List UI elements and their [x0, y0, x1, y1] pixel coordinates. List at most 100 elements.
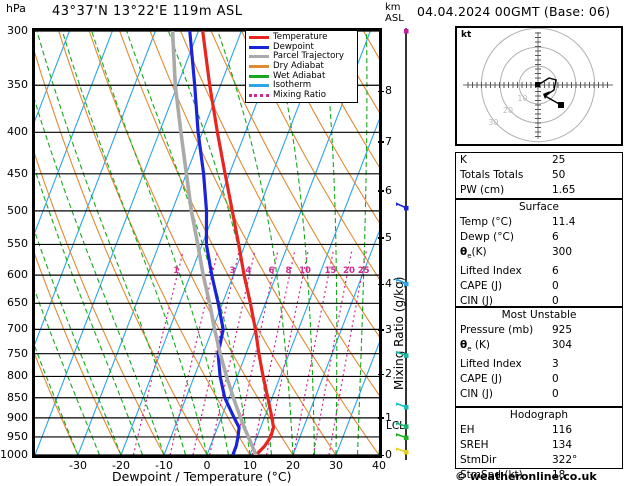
panel-heading: Most Unstable [501, 309, 577, 321]
index-value: 6 [552, 231, 559, 243]
hodograph-ring-label: 20 [503, 106, 513, 115]
index-row: StmSpd (kt) 18 [456, 468, 622, 483]
index-row: Lifted Index 6 [456, 264, 622, 279]
index-value: 300 [552, 246, 573, 258]
mixing-ratio-label: 1 [173, 266, 179, 276]
height-tick: 2 [385, 367, 392, 381]
index-value: 0 [552, 388, 559, 401]
legend-swatch [249, 74, 269, 78]
legend-item: Temperature [249, 33, 354, 43]
pressure-tick: 800 [7, 369, 28, 383]
index-key: PW (cm) [460, 184, 505, 196]
profile-curve-dewpoint [188, 31, 241, 455]
index-key: Temp (°C) [460, 216, 513, 228]
index-key: SREH [460, 439, 489, 451]
pressure-tick: 850 [7, 390, 28, 404]
index-row: CAPE (J) 0 [456, 372, 622, 387]
height-tick: 4 [385, 277, 392, 291]
index-key: StmSpd (kt) [460, 469, 523, 481]
legend-label: Isotherm [273, 80, 312, 91]
legend: Temperature Dewpoint Parcel Trajectory Dry … [245, 30, 358, 104]
temperature-tick: 40 [372, 459, 386, 472]
index-value: 322° [552, 454, 578, 466]
index-key: EH [460, 424, 475, 436]
pressure-tick: 500 [7, 203, 28, 217]
legend-item: Parcel Trajectory [249, 52, 354, 62]
hodograph-stats-panel: Hodograph EH 116 SREH 134 StmDir 322° StmSpd (k… [455, 407, 623, 481]
temperature-tick: 20 [286, 459, 300, 472]
index-key: K [460, 154, 467, 166]
index-value: 116 [552, 424, 573, 436]
legend-swatch [249, 65, 269, 69]
temperature-tick: -10 [155, 459, 173, 472]
index-value: 0 [552, 280, 559, 293]
legend-swatch [249, 84, 269, 88]
skewt-canvas: 1 2 3 4 6 8 10 15 20 25 [35, 31, 379, 455]
x-axis-title: Dewpoint / Temperature (°C) [112, 469, 292, 484]
credit-label: © weatheronline.co.uk [455, 470, 597, 483]
pressure-tick: 350 [7, 78, 28, 92]
temperature-tick: 10 [243, 459, 257, 472]
height-tick: 7 [385, 134, 392, 148]
index-key: θe (K) [460, 339, 490, 354]
index-key: CIN (J) [460, 388, 493, 401]
height-axis-unit: km ASL [385, 2, 404, 24]
index-value: 0 [552, 295, 559, 308]
height-tick-mark [378, 237, 384, 239]
index-value: 50 [552, 169, 566, 181]
wind-barb [396, 433, 409, 441]
height-tick-mark [378, 90, 384, 93]
index-row: Pressure (mb) 925 [456, 323, 622, 338]
legend-label: Dewpoint [273, 41, 314, 52]
index-key: Lifted Index [460, 265, 522, 278]
mixing-ratio-label: 15 [324, 266, 336, 276]
index-row: EH 116 [456, 423, 622, 438]
pressure-tick: 450 [7, 166, 28, 180]
index-key: StmDir [460, 454, 497, 466]
index-key: Dewp (°C) [460, 231, 514, 243]
temperature-tick: -20 [112, 459, 130, 472]
legend-label: Parcel Trajectory [273, 51, 344, 62]
temperature-tick: 0 [203, 459, 211, 472]
index-row: θe(K) 300 [456, 245, 622, 264]
wind-barb [396, 350, 409, 358]
wind-barb-column [396, 28, 409, 460]
index-row: CAPE (J) 0 [456, 279, 622, 294]
index-row: StmDir 322° [456, 453, 622, 468]
panel-heading: Hodograph [509, 409, 569, 421]
height-tick-mark [378, 417, 384, 419]
hodograph-unit-label: kt [461, 30, 472, 40]
pressure-tick: 700 [7, 322, 28, 336]
pressure-tick: 750 [7, 346, 28, 360]
index-key: Lifted Index [460, 358, 522, 371]
index-row: Totals Totals 50 [456, 168, 622, 183]
index-row: K 25 [456, 153, 622, 168]
hodograph-canvas: 10 20 30 [463, 28, 613, 143]
legend-swatch [249, 55, 269, 59]
height-tick: 6 [385, 183, 392, 197]
legend-item: Wet Adiabat [249, 71, 354, 81]
index-key: θe(K) [460, 246, 487, 261]
index-row: PW (cm) 1.65 [456, 183, 622, 198]
mixing-ratio-label: 6 [269, 266, 275, 276]
index-row: CIN (J) 0 [456, 387, 622, 402]
mixing-ratio-label: 3 [230, 266, 236, 276]
height-tick: 0 [385, 448, 392, 461]
legend-item: Dewpoint [249, 41, 354, 53]
index-value: 11.4 [552, 216, 576, 228]
legend-label: Temperature [273, 32, 328, 43]
index-value: 25 [552, 154, 566, 166]
run-title: 04.04.2024 00GMT (Base: 06) [417, 4, 611, 19]
profile-curve-parcel-trajectory [170, 31, 258, 455]
index-key: Pressure (mb) [460, 324, 534, 336]
legend-swatch [249, 93, 269, 97]
index-key: CIN (J) [460, 295, 493, 308]
index-key: CAPE (J) [460, 280, 503, 293]
legend-item: Dry Adiabat [249, 62, 354, 72]
legend-label: Mixing Ratio [273, 89, 326, 100]
most-unstable-panel: Most Unstable Pressure (mb) 925 θe (K) 304 Li… [455, 307, 623, 407]
index-value: 18 [552, 469, 566, 481]
temperature-tick: 30 [329, 459, 343, 472]
pressure-tick: 600 [7, 268, 28, 282]
index-value: 1.65 [552, 184, 576, 196]
